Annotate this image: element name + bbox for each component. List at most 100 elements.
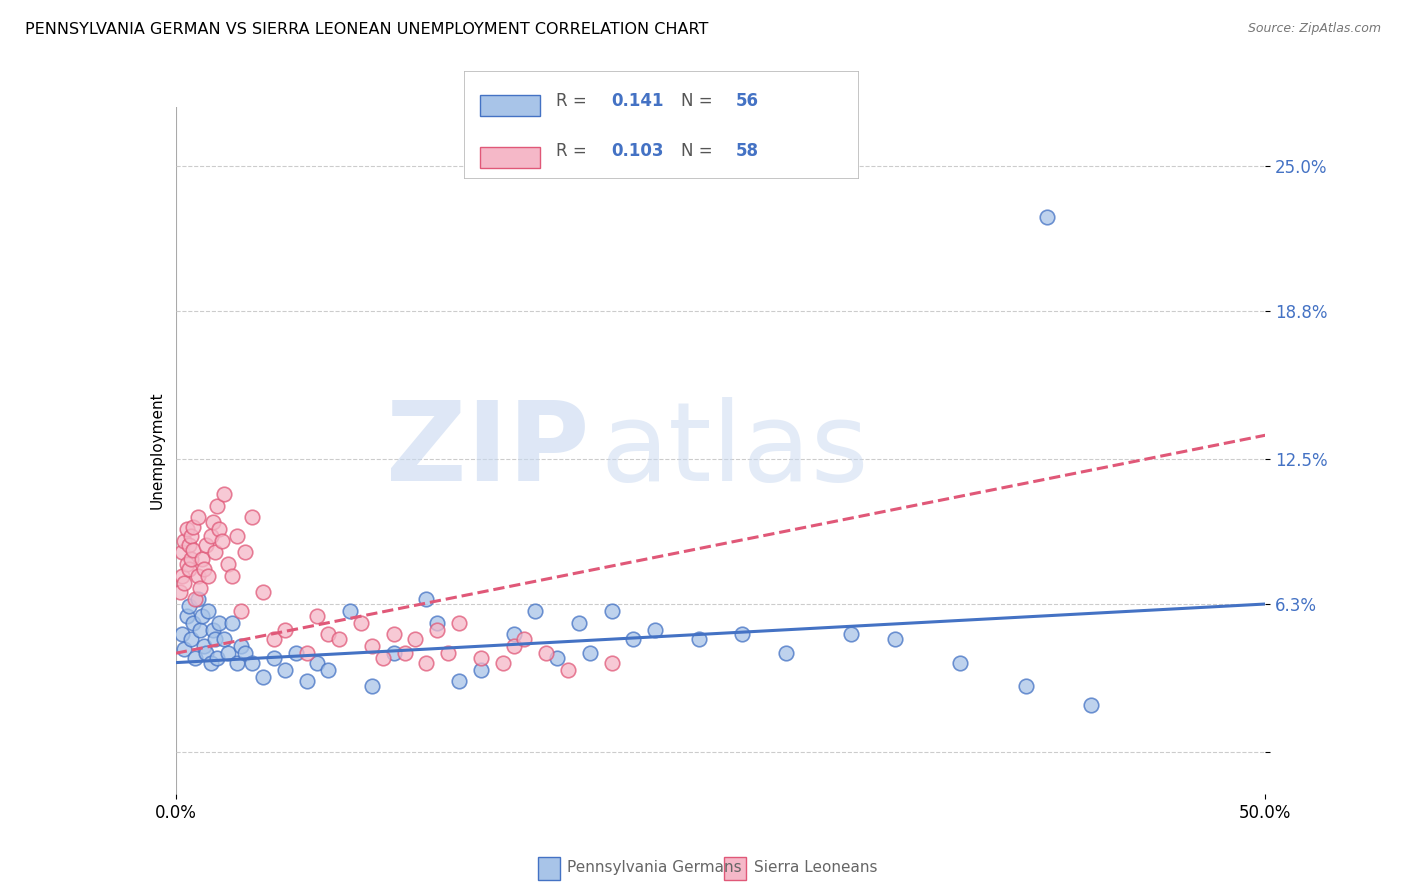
Point [405,632,427,647]
Point [231,604,253,618]
Point [502,639,524,653]
Point [240,656,263,670]
Text: R =: R = [557,93,586,111]
Point [263,651,285,665]
Point [212,632,235,647]
Point [205,499,228,513]
Point [307,608,329,623]
Text: 0.141: 0.141 [612,93,664,111]
Point [274,623,297,637]
Point [263,632,285,647]
Point [447,615,470,630]
Y-axis label: Unemployment: Unemployment [149,392,165,509]
Point [360,679,382,693]
Point [284,646,307,660]
Point [184,651,207,665]
Point [775,646,797,660]
Point [217,646,239,660]
Point [212,487,235,501]
Point [186,569,209,583]
Point [180,529,202,543]
Point [176,608,198,623]
Point [201,515,224,529]
Point [621,632,644,647]
Point [173,533,195,548]
Point [231,639,253,653]
Point [177,538,200,552]
Text: 0.103: 0.103 [612,142,664,160]
Point [318,627,340,641]
Point [176,522,198,536]
Point [371,651,394,665]
Point [949,656,972,670]
FancyBboxPatch shape [479,146,540,168]
Point [172,569,194,583]
Point [193,562,215,576]
Point [225,656,247,670]
Point [193,639,215,653]
Point [235,545,257,559]
Point [318,663,340,677]
Point [240,510,263,524]
Point [180,552,202,566]
Point [534,646,557,660]
Point [252,585,274,599]
Point [382,646,405,660]
Point [492,656,515,670]
Point [470,651,492,665]
Point [415,592,437,607]
Point [235,646,257,660]
Point [437,646,460,660]
Point [181,543,204,558]
Point [173,641,195,656]
Point [195,538,218,552]
Point [217,557,239,571]
Point [181,615,204,630]
Point [470,663,492,677]
Point [350,615,373,630]
Point [524,604,547,618]
Point [644,623,666,637]
Point [204,545,226,559]
Point [225,529,247,543]
Point [307,656,329,670]
Point [200,529,222,543]
Point [208,615,231,630]
Point [394,646,416,660]
Point [186,510,209,524]
Point [221,569,243,583]
Text: N =: N = [681,142,711,160]
Point [169,585,191,599]
Point [600,656,623,670]
Point [557,663,579,677]
Point [1036,211,1059,225]
Point [688,632,710,647]
Point [579,646,602,660]
Point [295,646,318,660]
Point [546,651,568,665]
Point [177,599,200,614]
Point [211,533,233,548]
Point [1015,679,1038,693]
Point [181,519,204,533]
Point [201,623,224,637]
Text: 58: 58 [735,142,759,160]
FancyBboxPatch shape [538,857,560,880]
Point [447,674,470,689]
Point [426,623,449,637]
Point [197,569,219,583]
Point [176,557,198,571]
Point [221,615,243,630]
Point [841,627,863,641]
Text: Source: ZipAtlas.com: Source: ZipAtlas.com [1247,22,1381,36]
Point [180,632,202,647]
Point [173,575,195,590]
Point [731,627,754,641]
Point [204,632,226,647]
Point [172,545,194,559]
Point [884,632,907,647]
Text: atlas: atlas [600,397,869,504]
Text: ZIP: ZIP [387,397,591,504]
Text: Pennsylvania Germans: Pennsylvania Germans [567,860,742,875]
Point [191,552,214,566]
